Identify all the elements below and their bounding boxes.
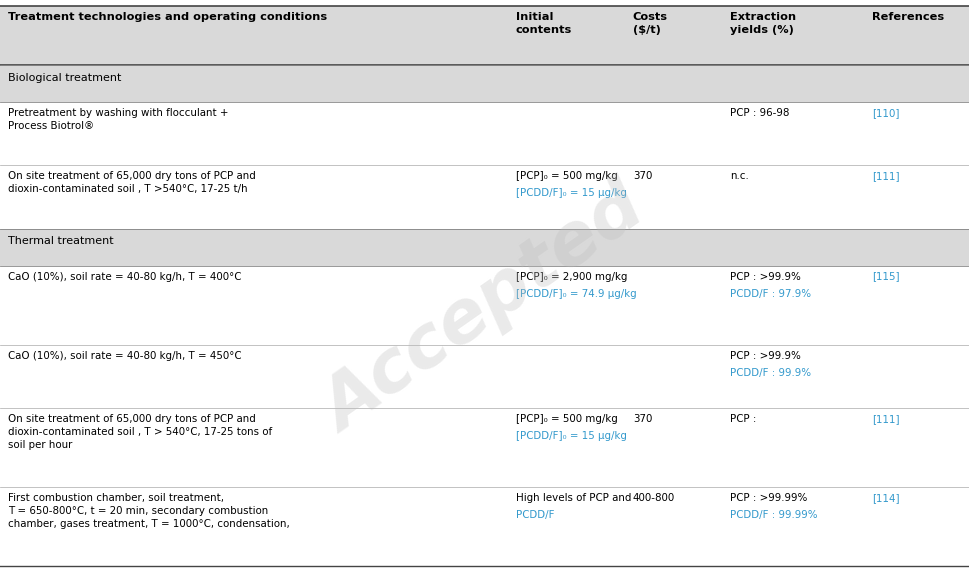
Text: Initial
contents: Initial contents xyxy=(516,12,572,34)
Text: [PCDD/F]₀ = 15 μg/kg: [PCDD/F]₀ = 15 μg/kg xyxy=(516,189,626,198)
Text: PCDD/F : 99.9%: PCDD/F : 99.9% xyxy=(730,368,811,378)
Text: [PCP]₀ = 500 mg/kg: [PCP]₀ = 500 mg/kg xyxy=(516,414,617,424)
Text: PCDD/F : 97.9%: PCDD/F : 97.9% xyxy=(730,289,811,299)
Text: [PCP]₀ = 500 mg/kg: [PCP]₀ = 500 mg/kg xyxy=(516,171,617,181)
Text: PCP : >99.99%: PCP : >99.99% xyxy=(730,493,807,503)
Text: PCP : >99.9%: PCP : >99.9% xyxy=(730,351,800,361)
Bar xyxy=(0,6,969,65)
Bar xyxy=(0,65,969,102)
Text: [110]: [110] xyxy=(872,108,899,118)
Text: n.c.: n.c. xyxy=(730,171,748,181)
Text: Biological treatment: Biological treatment xyxy=(8,72,121,83)
Text: [PCDD/F]₀ = 74.9 μg/kg: [PCDD/F]₀ = 74.9 μg/kg xyxy=(516,289,636,299)
Text: Accepted: Accepted xyxy=(311,175,658,446)
Text: [114]: [114] xyxy=(872,493,900,503)
Bar xyxy=(0,166,969,229)
Text: [111]: [111] xyxy=(872,414,900,424)
Text: Costs
($/t): Costs ($/t) xyxy=(633,12,668,34)
Text: References: References xyxy=(872,12,944,21)
Text: Thermal treatment: Thermal treatment xyxy=(8,236,113,247)
Text: PCP : >99.9%: PCP : >99.9% xyxy=(730,271,800,282)
Text: Extraction
yields (%): Extraction yields (%) xyxy=(730,12,796,34)
Bar xyxy=(0,345,969,408)
Bar xyxy=(0,266,969,345)
Text: CaO (10%), soil rate = 40-80 kg/h, T = 450°C: CaO (10%), soil rate = 40-80 kg/h, T = 4… xyxy=(8,351,241,361)
Text: High levels of PCP and: High levels of PCP and xyxy=(516,493,631,503)
Text: [111]: [111] xyxy=(872,171,900,181)
Text: 370: 370 xyxy=(633,171,652,181)
Text: Pretreatment by washing with flocculant +
Process Biotrol®: Pretreatment by washing with flocculant … xyxy=(8,108,229,131)
Text: [PCP]₀ = 2,900 mg/kg: [PCP]₀ = 2,900 mg/kg xyxy=(516,271,627,282)
Bar xyxy=(0,229,969,266)
Text: PCDD/F: PCDD/F xyxy=(516,510,554,520)
Text: [115]: [115] xyxy=(872,271,900,282)
Text: [PCDD/F]₀ = 15 μg/kg: [PCDD/F]₀ = 15 μg/kg xyxy=(516,431,626,441)
Bar xyxy=(0,102,969,166)
Bar xyxy=(0,487,969,566)
Text: 370: 370 xyxy=(633,414,652,424)
Text: CaO (10%), soil rate = 40-80 kg/h, T = 400°C: CaO (10%), soil rate = 40-80 kg/h, T = 4… xyxy=(8,271,241,282)
Text: On site treatment of 65,000 dry tons of PCP and
dioxin-contaminated soil , T > 5: On site treatment of 65,000 dry tons of … xyxy=(8,414,272,450)
Text: 400-800: 400-800 xyxy=(633,493,675,503)
Text: PCDD/F : 99.99%: PCDD/F : 99.99% xyxy=(730,510,817,520)
Bar xyxy=(0,408,969,487)
Text: First combustion chamber, soil treatment,
T = 650-800°C, t = 20 min, secondary c: First combustion chamber, soil treatment… xyxy=(8,493,290,530)
Text: PCP :: PCP : xyxy=(730,414,756,424)
Text: PCP : 96-98: PCP : 96-98 xyxy=(730,108,789,118)
Text: Treatment technologies and operating conditions: Treatment technologies and operating con… xyxy=(8,12,327,21)
Text: On site treatment of 65,000 dry tons of PCP and
dioxin-contaminated soil , T >54: On site treatment of 65,000 dry tons of … xyxy=(8,171,256,194)
